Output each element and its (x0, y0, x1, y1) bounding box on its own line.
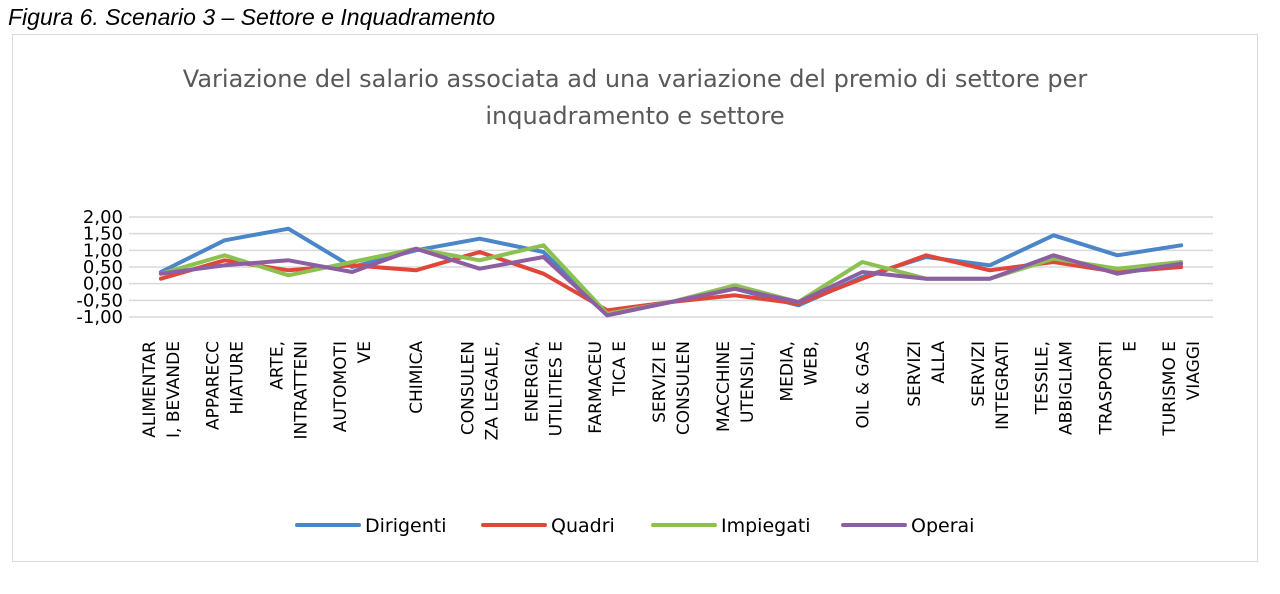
x-category-label: ENERGIA, (522, 341, 542, 422)
x-category-label: FARMACEU (586, 341, 606, 434)
x-category-label: MEDIA, (778, 341, 798, 402)
legend-label: Operai (911, 515, 974, 537)
y-tick-label: 2,00 (83, 207, 123, 228)
x-category-label: ZA LEGALE, (483, 341, 503, 440)
x-category-label: VIAGGI (1184, 341, 1204, 400)
x-category-label: UTILITIES E (546, 341, 566, 436)
line-chart: Variazione del salario associata ad una … (76, 65, 1213, 537)
series-line-operai (158, 246, 1184, 318)
chart-title: Variazione del salario associata ad una … (183, 65, 1088, 130)
y-tick-label: 0,50 (83, 257, 123, 278)
legend-label: Dirigenti (365, 515, 447, 537)
x-category-label: MACCHINE (714, 341, 734, 432)
x-category-label: SERVIZI (905, 341, 925, 407)
x-category-label: CONSULEN (459, 341, 479, 435)
x-category-label: I, BEVANDE (164, 341, 184, 438)
x-category-label: VE (355, 341, 375, 363)
x-category-label: HIATURE (228, 341, 248, 415)
x-category-label: CONSULEN (674, 341, 694, 435)
x-category-label: ABBIGLIAM (1057, 341, 1077, 435)
x-category-label: E (1120, 341, 1140, 352)
x-category-label: UTENSILI, (738, 341, 758, 423)
x-category-label: ARTE, (267, 341, 287, 390)
x-category-label: TURISMO E (1160, 341, 1180, 437)
figure-caption: Figura 6. Scenario 3 – Settore e Inquadr… (8, 4, 496, 30)
chart-frame: Variazione del salario associata ad una … (12, 34, 1258, 562)
x-category-label: OIL & GAS (853, 341, 873, 429)
x-category-label: AUTOMOTI (331, 341, 351, 432)
y-tick-label: 1,00 (83, 240, 123, 261)
chart-title-line: Variazione del salario associata ad una … (183, 65, 1088, 93)
y-tick-label: -1,00 (76, 307, 123, 328)
y-axis-ticks: 2,001,501,000,500,00-0,50-1,00 (76, 207, 123, 328)
legend: Dirigenti Quadri Impiegati Operai (295, 515, 974, 537)
legend-label: Quadri (551, 515, 615, 537)
x-axis-categories: ALIMENTAR I, BEVANDE APPARECC HIATURE ARTE, I… (140, 341, 1204, 441)
x-category-label: CHIMICA (407, 341, 427, 414)
y-tick-label: 0,00 (83, 274, 123, 295)
x-category-label: INTEGRATI (993, 341, 1013, 430)
x-category-label: ALLA (929, 341, 949, 384)
legend-label: Impiegati (721, 515, 811, 537)
x-category-label: INTRATTENI (291, 341, 311, 440)
y-tick-label: -0,50 (76, 290, 123, 311)
series-lines (158, 226, 1184, 318)
x-category-label: TRASPORTI (1096, 341, 1116, 436)
x-category-label: TICA E (610, 341, 630, 397)
y-tick-label: 1,50 (83, 224, 123, 245)
x-category-label: APPARECC (204, 341, 224, 430)
x-category-label: TESSILE, (1033, 341, 1053, 415)
x-category-label: SERVIZI E (650, 341, 670, 423)
x-category-label: SERVIZI (969, 341, 989, 407)
x-category-label: WEB, (802, 341, 822, 386)
chart-title-line: inquadramento e settore (485, 102, 784, 130)
x-category-label: ALIMENTAR (140, 341, 160, 438)
